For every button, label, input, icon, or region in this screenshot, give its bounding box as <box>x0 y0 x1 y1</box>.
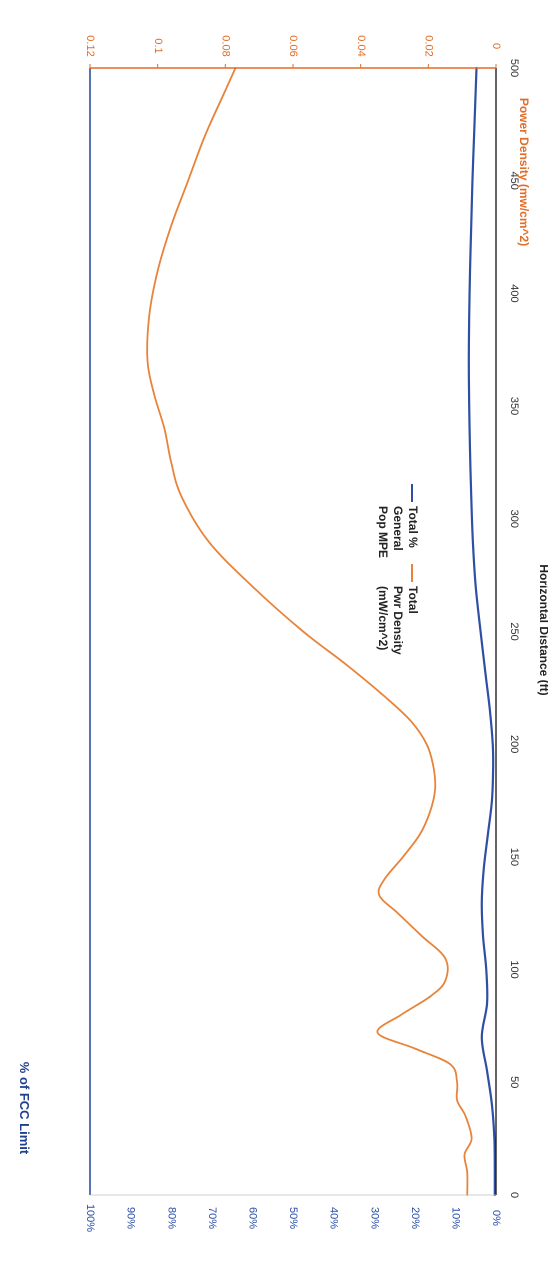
ticks-layer: 0% 10% 20% 30% 40% 50% 60% 70% 80% 90% 100% 0 0.02 0.… <box>84 35 520 1232</box>
y-right-tick-label: 0.06 <box>287 35 299 56</box>
legend-label: General <box>391 506 405 551</box>
legend-label: (mW/cm^2) <box>376 586 390 650</box>
legend-label: Total <box>406 586 420 614</box>
y-right-tick-label: 0.08 <box>219 35 231 56</box>
legend-label: Pop MPE <box>376 506 390 558</box>
series-line-power-density <box>146 67 473 1196</box>
y-left-tick-label: 70% <box>206 1207 218 1229</box>
legend-label: Total % <box>406 506 420 548</box>
x-tick-label: 150 <box>508 848 520 866</box>
y-right-tick-label: 0.02 <box>422 35 434 56</box>
y-left-tick-label: 40% <box>328 1207 340 1229</box>
y-left-tick-label: 80% <box>165 1207 177 1229</box>
x-tick-label: 450 <box>508 172 520 190</box>
x-tick-label: 200 <box>508 735 520 753</box>
y-left-axis-title: % of FCC Limit <box>17 1062 32 1155</box>
y-right-tick-label: 0.12 <box>84 35 96 56</box>
series-line-total-percent <box>467 66 496 1197</box>
x-tick-label: 0 <box>508 1192 520 1198</box>
x-tick-label: 400 <box>508 284 520 302</box>
y-right-tick-label: 0.04 <box>355 35 367 56</box>
y-left-tick-label: 50% <box>287 1207 299 1229</box>
y-left-tick-label: 60% <box>246 1207 258 1229</box>
y-left-tick-label: 30% <box>368 1207 380 1229</box>
legend-label: Pwr Density <box>391 586 405 655</box>
y-left-tick-label: 0% <box>490 1210 502 1226</box>
x-tick-label: 350 <box>508 397 520 415</box>
y-right-tick-label: 0 <box>490 43 502 49</box>
y-left-tick-label: 20% <box>409 1207 421 1229</box>
y-left-tick-label: 90% <box>125 1207 137 1229</box>
series-layer <box>146 66 496 1197</box>
x-tick-label: 300 <box>508 510 520 528</box>
x-tick-label: 500 <box>508 59 520 77</box>
axes-layer <box>89 67 497 1196</box>
y-right-tick-label: 0.1 <box>152 38 164 53</box>
y-right-axis-title: Power Density (mw/cm^2) <box>517 98 531 246</box>
x-tick-label: 250 <box>508 622 520 640</box>
x-tick-label: 50 <box>508 1076 520 1088</box>
x-axis-title: Horizontal Distance (ft) <box>537 564 548 695</box>
y-left-tick-label: 100% <box>84 1204 96 1232</box>
y-left-tick-label: 10% <box>449 1207 461 1229</box>
x-tick-label: 100 <box>508 960 520 978</box>
